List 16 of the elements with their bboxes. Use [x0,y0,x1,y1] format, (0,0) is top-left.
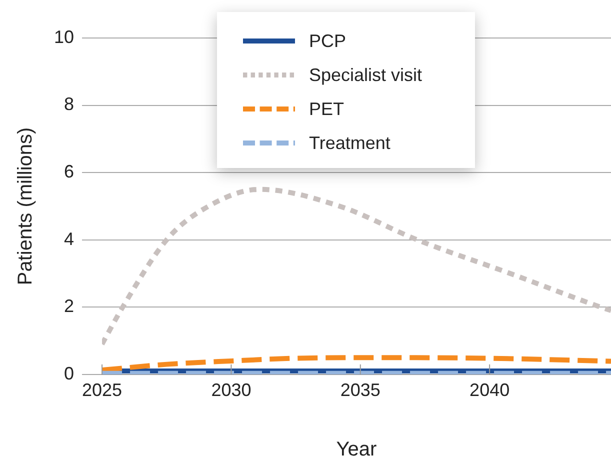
y-tick-label: 10 [54,26,74,47]
x-tick-label: 2025 [82,380,122,400]
y-tick-label: 4 [64,228,74,249]
y-tick-label: 0 [64,363,74,384]
y-tick-label: 6 [64,162,74,182]
legend-label: PET [309,98,344,120]
y-axis-title: Patients (millions) [14,127,37,286]
y-tick-label: 8 [64,94,74,114]
x-tick-label: 2040 [470,380,510,400]
legend-label: Specialist visit [309,64,422,86]
y-tick-label: 2 [64,296,74,316]
legend-label: Treatment [309,132,390,154]
x-axis-title: Year [336,438,378,461]
legend-label: PCP [309,30,346,52]
x-tick-label: 2030 [211,380,252,400]
x-tick-label: 2035 [340,380,380,400]
